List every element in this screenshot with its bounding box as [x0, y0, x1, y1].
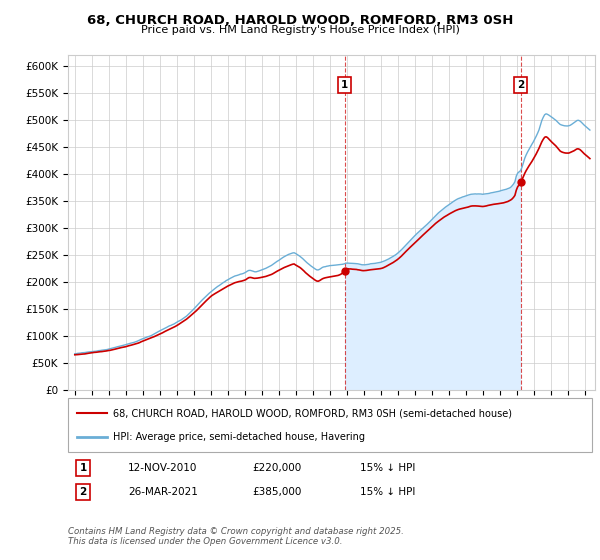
- Text: 68, CHURCH ROAD, HAROLD WOOD, ROMFORD, RM3 0SH (semi-detached house): 68, CHURCH ROAD, HAROLD WOOD, ROMFORD, R…: [113, 408, 512, 418]
- Text: 26-MAR-2021: 26-MAR-2021: [128, 487, 198, 497]
- Text: 12-NOV-2010: 12-NOV-2010: [128, 463, 197, 473]
- Text: 15% ↓ HPI: 15% ↓ HPI: [360, 487, 415, 497]
- Text: £385,000: £385,000: [252, 487, 301, 497]
- Text: 15% ↓ HPI: 15% ↓ HPI: [360, 463, 415, 473]
- Text: 68, CHURCH ROAD, HAROLD WOOD, ROMFORD, RM3 0SH: 68, CHURCH ROAD, HAROLD WOOD, ROMFORD, R…: [87, 14, 513, 27]
- Text: HPI: Average price, semi-detached house, Havering: HPI: Average price, semi-detached house,…: [113, 432, 365, 442]
- Text: £220,000: £220,000: [252, 463, 301, 473]
- Text: 1: 1: [341, 80, 348, 90]
- Text: Contains HM Land Registry data © Crown copyright and database right 2025.
This d: Contains HM Land Registry data © Crown c…: [68, 526, 404, 546]
- Text: Price paid vs. HM Land Registry's House Price Index (HPI): Price paid vs. HM Land Registry's House …: [140, 25, 460, 35]
- Text: 2: 2: [517, 80, 524, 90]
- Text: 2: 2: [79, 487, 86, 497]
- Text: 1: 1: [79, 463, 86, 473]
